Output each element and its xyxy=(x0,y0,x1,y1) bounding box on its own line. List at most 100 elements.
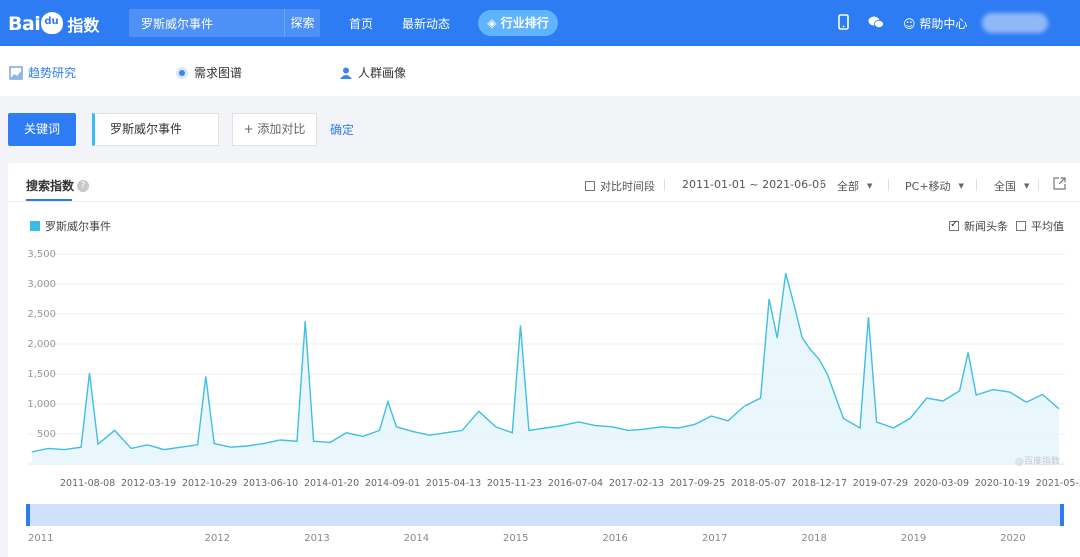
region-select[interactable]: 全国 ▼ xyxy=(994,178,1029,194)
divider xyxy=(820,179,821,191)
external-link-icon[interactable] xyxy=(1053,177,1066,190)
timeline-year-labels: 2011 2012 2013 2014 2015 2016 2017 2018 2019 2020… xyxy=(28,533,1026,544)
search-input[interactable]: 罗斯威尔事件 xyxy=(141,17,214,31)
year-label: 2018 xyxy=(801,533,826,544)
date-range-value: 2011-01-01 ~ 2021-06-06 xyxy=(682,178,827,191)
keyword-input[interactable]: 罗斯威尔事件 xyxy=(92,113,219,146)
average-label: 平均值 xyxy=(1031,220,1064,233)
scope-select[interactable]: 全部 ▼ xyxy=(837,178,872,194)
baidu-index-watermark: @百度指数 xyxy=(1015,455,1060,467)
divider xyxy=(888,179,889,191)
x-tick-label: 2012-03-19 xyxy=(121,478,176,489)
y-tick-label: 3,000 xyxy=(27,279,56,290)
compare-period-toggle[interactable]: 对比时间段 xyxy=(585,178,655,194)
chart-legend: 罗斯威尔事件 xyxy=(30,218,111,234)
search-index-panel: 搜索指数 ? 对比时间段 2011-01-01 ~ 2021-06-06 全部 ▼… xyxy=(8,163,1080,557)
year-label: 2015 xyxy=(503,533,528,544)
x-tick-label: 2016-07-04 xyxy=(548,478,603,489)
caret-down-icon: ▼ xyxy=(867,182,873,190)
year-label: 2017 xyxy=(702,533,727,544)
help-center-label: 帮助中心 xyxy=(919,17,968,31)
analysis-tabs: 趋势研究 需求图谱 人群画像 xyxy=(0,46,1080,96)
timeline-brush[interactable] xyxy=(26,504,1064,526)
mobile-icon[interactable] xyxy=(835,14,851,30)
user-avatar[interactable] xyxy=(982,13,1048,33)
divider xyxy=(976,179,977,191)
legend-swatch xyxy=(30,221,40,231)
average-toggle[interactable]: 平均值 xyxy=(1016,218,1064,234)
series-area-fill xyxy=(31,273,1059,464)
compare-period-label: 对比时间段 xyxy=(600,180,655,193)
x-tick-label: 2018-05-07 xyxy=(731,478,786,489)
compare-period-checkbox[interactable] xyxy=(585,181,595,191)
y-tick-label: 1,500 xyxy=(27,369,56,380)
divider xyxy=(664,179,665,191)
news-headline-checkbox[interactable] xyxy=(949,219,959,231)
logo-text: Bai xyxy=(8,13,41,35)
title-underline xyxy=(26,199,72,201)
search-button[interactable]: 探索 xyxy=(284,9,320,37)
tab-audience-portrait[interactable]: 人群画像 xyxy=(339,64,406,81)
panel-title: 搜索指数 ? xyxy=(26,177,90,194)
panel-divider xyxy=(8,201,1080,202)
logo-sub: 指数 xyxy=(67,16,100,35)
top-nav-bar: Bai 指数 罗斯威尔事件 探索 首页 最新动态 ◈ 行业排行 ☺ 帮助中心 xyxy=(0,0,1080,46)
x-axis: 2011-08-08 2012-03-19 2012-10-29 2013-06-10… xyxy=(60,478,1080,489)
baidu-index-logo[interactable]: Bai 指数 xyxy=(8,10,99,38)
year-label: 2012 xyxy=(205,533,230,544)
news-headline-label: 新闻头条 xyxy=(964,220,1008,233)
year-label: 2011 xyxy=(28,533,53,544)
industry-ranking-label: 行业排行 xyxy=(500,16,549,30)
tab-trend-research[interactable]: 趋势研究 xyxy=(9,64,76,81)
device-select[interactable]: PC+移动 ▼ xyxy=(905,178,964,194)
year-label: 2019 xyxy=(901,533,926,544)
nav-latest-news[interactable]: 最新动态 xyxy=(402,17,451,31)
keyword-button[interactable]: 关键词 xyxy=(8,113,76,146)
divider xyxy=(1038,179,1039,191)
brush-handle-left[interactable] xyxy=(26,504,30,526)
caret-down-icon: ▼ xyxy=(1024,182,1030,190)
x-tick-label: 2021-05-31 xyxy=(1036,478,1080,489)
panel-title-text: 搜索指数 xyxy=(26,179,75,193)
paw-icon xyxy=(41,12,64,34)
brush-handle-right[interactable] xyxy=(1060,504,1064,526)
x-tick-label: 2014-09-01 xyxy=(365,478,420,489)
chat-icon: ☺ xyxy=(903,17,920,31)
wechat-icon[interactable] xyxy=(868,14,884,30)
x-tick-label: 2013-06-10 xyxy=(243,478,298,489)
y-tick-label: 3,500 xyxy=(27,249,56,260)
x-tick-label: 2012-10-29 xyxy=(182,478,237,489)
y-tick-label: 2,500 xyxy=(27,309,56,320)
x-tick-label: 2018-12-17 xyxy=(792,478,847,489)
x-tick-label: 2017-02-13 xyxy=(609,478,664,489)
y-tick-label: 1,000 xyxy=(27,399,56,410)
x-tick-label: 2015-11-23 xyxy=(487,478,542,489)
year-label: 2020 xyxy=(1000,533,1025,544)
search-index-line-chart: 500 1,000 1,500 2,000 2,500 3,000 3,500 2011-0… xyxy=(26,249,1080,544)
y-tick-label: 2,000 xyxy=(27,339,56,350)
x-tick-label: 2017-09-25 xyxy=(670,478,725,489)
scope-value: 全部 xyxy=(837,180,859,193)
region-value: 全国 xyxy=(994,180,1016,193)
person-icon xyxy=(340,67,352,79)
nav-home[interactable]: 首页 xyxy=(349,17,374,31)
y-axis: 500 1,000 1,500 2,000 2,500 3,000 3,500 xyxy=(27,249,56,440)
x-tick-label: 2011-08-08 xyxy=(60,478,115,489)
average-checkbox[interactable] xyxy=(1016,221,1026,231)
year-label: 2014 xyxy=(404,533,429,544)
help-question-icon[interactable]: ? xyxy=(77,179,90,192)
news-headline-toggle[interactable]: 新闻头条 xyxy=(949,218,1008,234)
confirm-link[interactable]: 确定 xyxy=(330,123,355,137)
tab-audience-label: 人群画像 xyxy=(358,66,407,80)
legend-label: 罗斯威尔事件 xyxy=(45,220,111,233)
trend-chart-icon xyxy=(9,65,23,80)
x-tick-label: 2014-01-20 xyxy=(304,478,359,489)
search-box[interactable]: 罗斯威尔事件 探索 xyxy=(129,9,320,37)
year-label: 2016 xyxy=(602,533,627,544)
industry-ranking-button[interactable]: ◈ 行业排行 xyxy=(478,10,558,36)
tab-demand-map[interactable]: 需求图谱 xyxy=(175,64,242,81)
date-range-picker[interactable]: 2011-01-01 ~ 2021-06-06 xyxy=(682,178,826,191)
help-center-link[interactable]: ☺ 帮助中心 xyxy=(903,15,967,32)
demand-map-icon xyxy=(176,66,188,79)
add-comparison-button[interactable]: + 添加对比 xyxy=(232,113,317,146)
